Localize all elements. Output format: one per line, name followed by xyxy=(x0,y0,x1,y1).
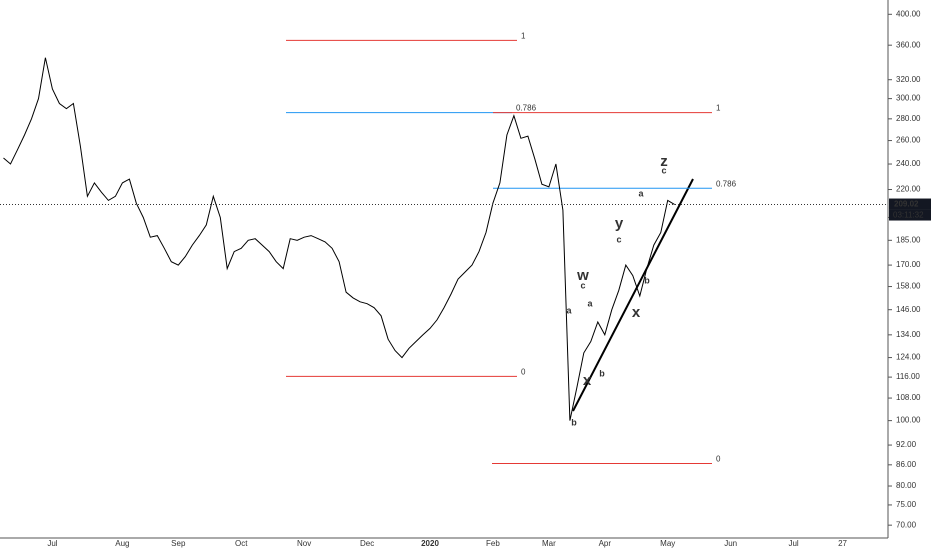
y-tick-label: 220.00 xyxy=(896,185,921,194)
y-tick-label: 320.00 xyxy=(896,75,921,84)
x-tick-label: Oct xyxy=(235,539,248,548)
y-tick-label: 134.00 xyxy=(896,330,921,339)
wave-label-minor: a xyxy=(587,298,593,308)
y-tick-label: 185.00 xyxy=(896,235,921,244)
y-tick-label: 108.00 xyxy=(896,393,921,402)
fib-label: 0.786 xyxy=(516,104,537,113)
wave-label-major: z xyxy=(660,153,668,170)
y-tick-label: 100.00 xyxy=(896,416,921,425)
last-price-label: 209.02 xyxy=(894,200,919,209)
x-tick-label: Aug xyxy=(115,539,129,548)
y-tick-label: 260.00 xyxy=(896,136,921,145)
y-tick-label: 75.00 xyxy=(896,500,917,509)
y-tick-label: 158.00 xyxy=(896,282,921,291)
y-tick-label: 170.00 xyxy=(896,260,921,269)
x-tick-label: Feb xyxy=(486,539,500,548)
wave-label-minor: c xyxy=(616,234,621,244)
fib-label: 0.786 xyxy=(716,179,737,188)
y-tick-label: 300.00 xyxy=(896,94,921,103)
wave-label-major: w xyxy=(576,267,589,284)
x-tick-label: Jun xyxy=(724,539,737,548)
x-tick-label: 27 xyxy=(838,539,847,548)
y-tick-label: 280.00 xyxy=(896,114,921,123)
trend-line xyxy=(572,178,694,412)
x-tick-label: Jul xyxy=(47,539,57,548)
x-tick-label: May xyxy=(660,539,675,548)
wave-label-minor: b xyxy=(644,275,650,285)
countdown-label: 03:11:32 xyxy=(893,211,924,220)
x-tick-label: Dec xyxy=(360,539,374,548)
y-tick-label: 400.00 xyxy=(896,9,921,18)
x-tick-label: Sep xyxy=(171,539,186,548)
x-tick-label: Nov xyxy=(297,539,311,548)
fib-label: 1 xyxy=(521,31,526,40)
y-tick-label: 124.00 xyxy=(896,353,921,362)
y-tick-label: 146.00 xyxy=(896,305,921,314)
fib-label: 0 xyxy=(716,455,721,464)
price-line xyxy=(3,57,675,421)
wave-label-minor: a xyxy=(566,305,572,315)
y-tick-label: 86.00 xyxy=(896,460,917,469)
y-tick-label: 92.00 xyxy=(896,440,917,449)
wave-label-minor: c xyxy=(661,165,666,175)
wave-label-major: x xyxy=(632,304,641,321)
x-tick-label: Apr xyxy=(599,539,612,548)
wave-label-minor: b xyxy=(599,368,605,378)
y-tick-label: 80.00 xyxy=(896,481,917,490)
y-tick-label: 116.00 xyxy=(896,372,920,381)
y-tick-label: 360.00 xyxy=(896,40,921,49)
wave-label-minor: b xyxy=(571,417,577,427)
x-tick-label: Jul xyxy=(788,539,798,548)
wave-label-major: y xyxy=(615,215,624,232)
y-tick-label: 240.00 xyxy=(896,159,921,168)
fib-label: 1 xyxy=(716,104,721,113)
x-tick-label: 2020 xyxy=(421,539,439,548)
fib-label: 0 xyxy=(521,367,526,376)
countdown-box xyxy=(889,209,931,221)
y-tick-label: 70.00 xyxy=(896,520,917,529)
wave-label-minor: c xyxy=(580,280,585,290)
x-tick-label: Mar xyxy=(542,539,556,548)
last-price-box xyxy=(889,198,931,210)
wave-label-major: x xyxy=(583,372,592,389)
wave-label-minor: a xyxy=(638,188,644,198)
